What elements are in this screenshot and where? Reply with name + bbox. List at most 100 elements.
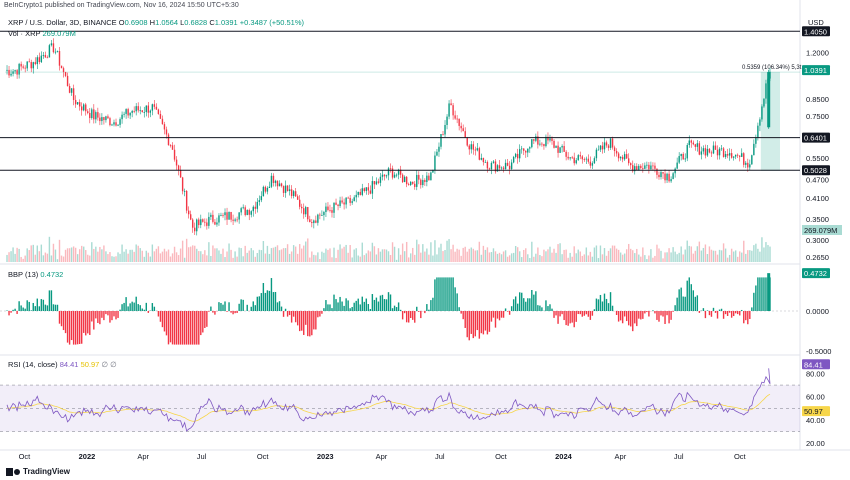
volume-bar: [173, 246, 176, 262]
bbp-bar: [36, 298, 39, 311]
volume-bar: [519, 251, 521, 262]
volume-bar: [656, 244, 658, 262]
volume-bar: [484, 249, 487, 262]
bbp-bar: [177, 311, 180, 345]
volume-bar: [272, 247, 275, 262]
candle-body: [123, 113, 125, 115]
candle-body: [38, 57, 41, 63]
volume-bar: [56, 259, 59, 262]
bbp-bar: [448, 277, 450, 311]
candle-body: [375, 181, 378, 185]
bbp-bar: [266, 290, 269, 311]
candle-body: [147, 105, 150, 113]
volume-bar: [107, 254, 109, 262]
volume-bar: [72, 246, 75, 262]
volume-bar: [476, 250, 479, 262]
volume-bar: [482, 245, 485, 262]
candle-body: [694, 144, 697, 147]
volume-bar: [296, 253, 299, 262]
bbp-bar: [301, 311, 303, 331]
candle-body: [696, 143, 699, 147]
volume-bar: [583, 254, 586, 262]
bbp-bar: [539, 305, 541, 311]
candle-body: [155, 106, 158, 110]
candle-body: [708, 148, 711, 153]
bbp-bar: [516, 303, 519, 311]
bbp-bar: [52, 304, 55, 311]
rsi-tick-label: 80.00: [806, 369, 825, 378]
volume-bar: [444, 249, 446, 262]
candle-body: [474, 149, 477, 151]
volume-bar: [218, 250, 220, 262]
volume-bar: [286, 244, 289, 262]
candle-body: [569, 157, 571, 159]
volume-bar: [652, 257, 654, 262]
volume-bar: [545, 251, 547, 262]
volume-bar: [747, 250, 749, 262]
candle-body: [575, 160, 577, 164]
volume-bar: [83, 246, 85, 262]
volume-bar: [611, 245, 614, 262]
bbp-bar: [630, 311, 632, 327]
volume-bar: [757, 248, 759, 262]
candle-body: [216, 222, 218, 225]
bbp-bar: [296, 311, 299, 326]
volume-bar: [690, 246, 692, 262]
tradingview-logo[interactable]: TradingView: [6, 467, 70, 476]
candle-body: [555, 145, 557, 148]
bbp-bar: [547, 306, 549, 311]
bbp-bar: [393, 305, 396, 311]
candle-body: [76, 102, 79, 105]
bbp-bar: [163, 311, 166, 332]
bbp-bar: [313, 311, 315, 330]
bbp-bar: [6, 310, 8, 311]
volume-bar: [175, 252, 178, 262]
candle-body: [628, 158, 630, 164]
bbp-bar: [597, 299, 600, 311]
bbp-bar: [208, 311, 210, 312]
volume-bar: [250, 248, 252, 262]
bbp-bar: [680, 287, 682, 311]
level-badge: 1.4050: [804, 27, 827, 36]
candle-body: [399, 169, 402, 175]
x-tick-label: Jul: [674, 452, 684, 461]
candle-body: [745, 162, 747, 165]
bbp-bar: [72, 311, 75, 345]
high-label: H: [149, 18, 156, 27]
bbp-bar: [529, 298, 531, 311]
volume-bar: [480, 254, 483, 262]
volume-legend[interactable]: Vol · XRP 269.079M: [8, 29, 76, 38]
candle-body: [359, 191, 361, 195]
bbp-bar: [498, 311, 501, 321]
volume-bar: [708, 246, 711, 262]
candle-body: [573, 157, 575, 164]
bbp-legend[interactable]: BBP (13) 0.4732: [8, 270, 63, 279]
candle-body: [192, 219, 194, 228]
candle-body: [579, 155, 581, 157]
candle-body: [282, 186, 285, 193]
candle-body: [613, 147, 616, 152]
volume-bar: [185, 238, 188, 262]
volume-bar: [303, 245, 305, 262]
bbp-bar: [246, 304, 248, 311]
symbol-legend[interactable]: XRP / U.S. Dollar, 3D, BINANCE O0.6908 H…: [8, 18, 304, 27]
volume-bar: [496, 253, 499, 262]
volume-bar: [468, 248, 470, 262]
volume-bar: [93, 248, 95, 262]
bbp-bar: [674, 305, 676, 311]
volume-bar: [589, 251, 592, 262]
x-tick-label: Jul: [435, 452, 445, 461]
bbp-bar: [212, 311, 214, 313]
volume-bar: [196, 248, 198, 262]
volume-bar: [456, 248, 458, 262]
candle-body: [414, 183, 416, 187]
volume-bar: [660, 250, 662, 262]
candle-body: [234, 219, 236, 221]
candle-body: [103, 117, 105, 121]
bbp-label: BBP (13): [8, 270, 39, 279]
volume-bar: [714, 250, 717, 262]
bbp-bar: [510, 306, 513, 311]
rsi-legend[interactable]: RSI (14, close) 84.41 50.97 ∅ ∅: [8, 360, 117, 369]
candle-body: [597, 149, 600, 151]
